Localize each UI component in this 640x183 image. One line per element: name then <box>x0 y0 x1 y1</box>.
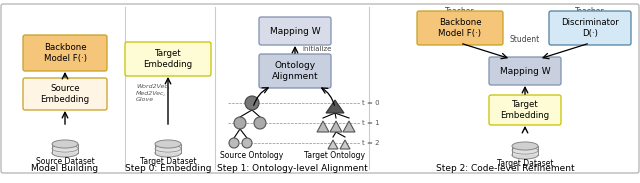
Ellipse shape <box>155 149 181 157</box>
Polygon shape <box>317 121 329 132</box>
Text: t = 1: t = 1 <box>362 120 380 126</box>
Ellipse shape <box>512 142 538 150</box>
Text: Model Building: Model Building <box>31 164 99 173</box>
Text: Target
Embedding: Target Embedding <box>500 100 550 120</box>
Circle shape <box>229 138 239 148</box>
Text: Target Dataset: Target Dataset <box>497 159 553 168</box>
Ellipse shape <box>52 140 78 148</box>
Ellipse shape <box>155 140 181 148</box>
Text: Teacher: Teacher <box>445 7 475 16</box>
Ellipse shape <box>512 142 538 150</box>
Bar <box>52 144 78 153</box>
Text: Mapping W: Mapping W <box>269 27 320 36</box>
Text: t = 2: t = 2 <box>362 140 380 146</box>
Polygon shape <box>343 121 355 132</box>
Text: Step 1: Ontology-level Alignment: Step 1: Ontology-level Alignment <box>216 164 367 173</box>
Polygon shape <box>326 100 344 113</box>
FancyBboxPatch shape <box>23 78 107 110</box>
Circle shape <box>242 138 252 148</box>
Text: Student: Student <box>510 36 540 44</box>
Text: Word2Vec,
Med2Vec,
Glove: Word2Vec, Med2Vec, Glove <box>136 84 170 102</box>
Text: Backbone
Model F(·): Backbone Model F(·) <box>44 43 86 63</box>
FancyBboxPatch shape <box>489 57 561 85</box>
Text: Source Ontology: Source Ontology <box>220 151 284 160</box>
Ellipse shape <box>155 140 181 148</box>
Polygon shape <box>340 140 350 149</box>
Text: Target Dataset: Target Dataset <box>140 157 196 166</box>
Ellipse shape <box>52 149 78 157</box>
Circle shape <box>245 96 259 110</box>
Text: t = 0: t = 0 <box>362 100 380 106</box>
Text: initialize: initialize <box>302 46 332 52</box>
FancyBboxPatch shape <box>549 11 631 45</box>
FancyBboxPatch shape <box>489 95 561 125</box>
Text: Mapping W: Mapping W <box>500 66 550 76</box>
Text: Source
Embedding: Source Embedding <box>40 84 90 104</box>
FancyBboxPatch shape <box>259 54 331 88</box>
Ellipse shape <box>512 151 538 159</box>
FancyBboxPatch shape <box>417 11 503 45</box>
Text: Source Dataset: Source Dataset <box>36 157 94 166</box>
Text: Target
Embedding: Target Embedding <box>143 49 193 69</box>
Text: Step 2: Code-level Refinement: Step 2: Code-level Refinement <box>436 164 574 173</box>
FancyBboxPatch shape <box>1 4 639 173</box>
Text: Step 0: Embedding: Step 0: Embedding <box>125 164 211 173</box>
FancyBboxPatch shape <box>125 42 211 76</box>
Bar <box>155 144 181 153</box>
Circle shape <box>254 117 266 129</box>
FancyBboxPatch shape <box>259 17 331 45</box>
Text: Ontology
Alignment: Ontology Alignment <box>272 61 318 81</box>
Circle shape <box>234 117 246 129</box>
Polygon shape <box>328 140 338 149</box>
Text: Backbone
Model F(·): Backbone Model F(·) <box>438 18 481 38</box>
Polygon shape <box>330 121 342 132</box>
Text: Teacher: Teacher <box>575 7 605 16</box>
Bar <box>512 146 538 155</box>
Text: Target Ontology: Target Ontology <box>305 151 365 160</box>
Ellipse shape <box>52 140 78 148</box>
FancyBboxPatch shape <box>23 35 107 71</box>
Text: Discriminator
D(·): Discriminator D(·) <box>561 18 619 38</box>
